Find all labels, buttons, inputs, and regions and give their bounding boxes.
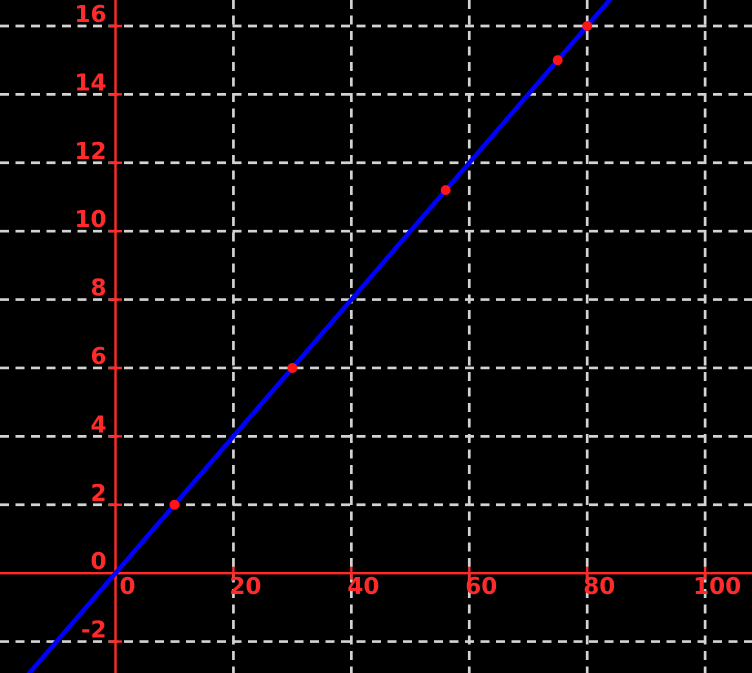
x-tick-label: 60 — [465, 574, 497, 600]
x-tick-label: 100 — [693, 574, 741, 600]
y-tick-label: 12 — [74, 139, 106, 165]
axis-ticks — [109, 24, 707, 643]
y-tick-label: 4 — [90, 412, 106, 438]
data-point — [582, 20, 593, 31]
x-tick-label: 80 — [583, 574, 615, 600]
y-tick-label: 6 — [90, 344, 106, 370]
y-tick-label: 8 — [90, 276, 106, 302]
x-tick-label: 20 — [229, 574, 261, 600]
data-point — [287, 362, 298, 373]
tick-labels: 0 20 40 60 80 100 -2 0 2 4 6 8 10 12 14 16 — [74, 2, 741, 644]
x-tick-label: 40 — [347, 574, 379, 600]
data-points — [169, 20, 593, 510]
y-tick-label: 10 — [74, 207, 106, 233]
data-point — [440, 185, 451, 196]
y-tick-label: 2 — [90, 481, 106, 507]
y-tick-label: 0 — [90, 549, 106, 575]
data-point — [169, 499, 180, 510]
y-tick-label: 14 — [74, 70, 106, 96]
data-point — [552, 55, 563, 66]
y-tick-label: -2 — [81, 618, 107, 644]
x-tick-label: 0 — [119, 574, 135, 600]
y-tick-label: 16 — [74, 2, 106, 28]
